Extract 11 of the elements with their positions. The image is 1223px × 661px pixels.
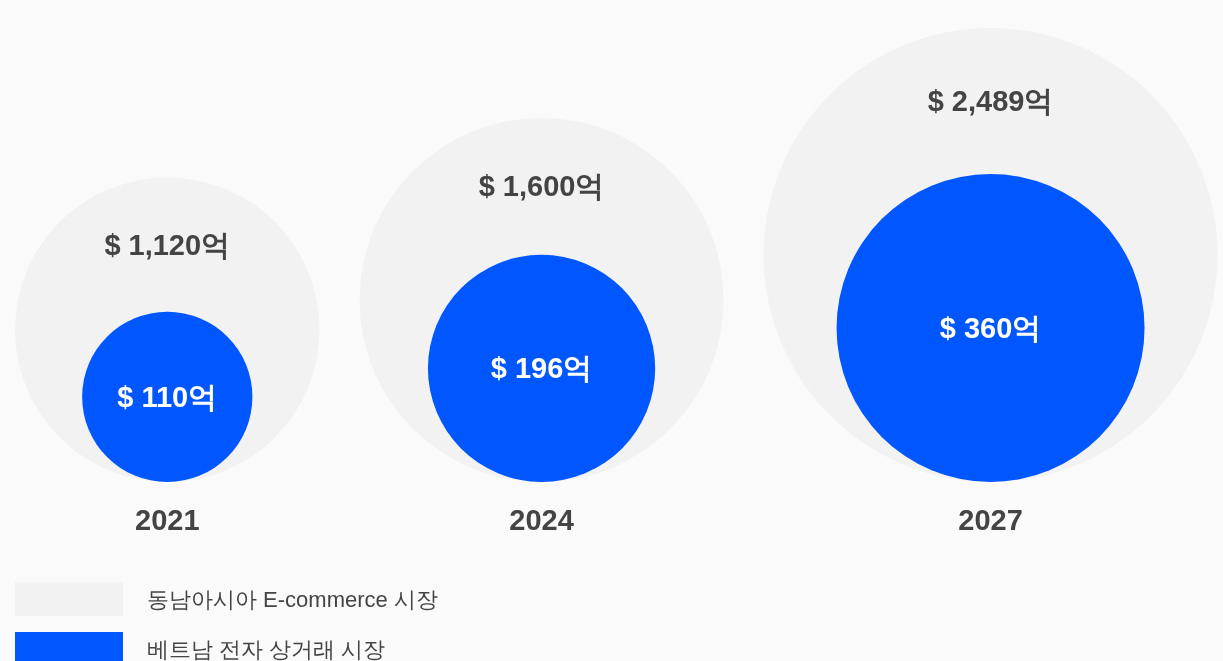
legend-label: 베트남 전자 상거래 시장 [147, 637, 386, 661]
data-label: $ 2,489억 [927, 85, 1054, 117]
category-label: 2021 [135, 504, 200, 536]
data-label: $ 1,600억 [478, 170, 605, 203]
data-label: $ 196억 [490, 352, 593, 385]
category-label: 2027 [958, 504, 1023, 536]
data-label: $ 1,120억 [104, 228, 231, 261]
data-label: $ 360억 [939, 312, 1042, 344]
data-label: $ 110억 [117, 380, 218, 413]
legend-label: 동남아시아 E-commerce 시장 [147, 587, 438, 612]
category-label: 2024 [509, 504, 574, 536]
